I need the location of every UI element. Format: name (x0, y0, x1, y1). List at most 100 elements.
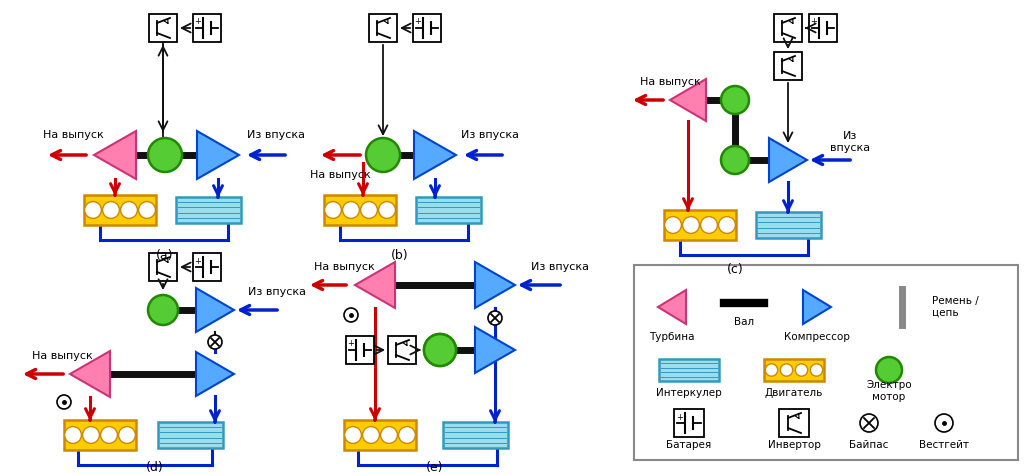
Text: Из впуска: Из впуска (461, 130, 519, 140)
Circle shape (360, 201, 378, 219)
Text: На выпуск: На выпуск (43, 130, 103, 140)
Text: Из впуска: Из впуска (248, 287, 306, 297)
Circle shape (721, 146, 749, 174)
Text: Вестгейт: Вестгейт (919, 440, 969, 450)
Circle shape (366, 138, 400, 172)
Text: Из впуска: Из впуска (531, 262, 589, 272)
Bar (809, 14, 837, 42)
Text: +: + (195, 256, 202, 266)
Text: Интеркулер: Интеркулер (656, 388, 722, 398)
Circle shape (665, 217, 681, 233)
Polygon shape (94, 131, 136, 179)
Circle shape (860, 414, 878, 432)
Bar (779, 409, 809, 437)
Circle shape (344, 308, 358, 322)
Text: Ремень /
цепь: Ремень / цепь (932, 296, 979, 318)
Text: Турбина: Турбина (649, 332, 694, 342)
Circle shape (765, 364, 777, 376)
Text: Байпас: Байпас (849, 440, 889, 450)
Text: На выпуск: На выпуск (313, 262, 375, 272)
Polygon shape (197, 131, 239, 179)
Circle shape (488, 311, 502, 325)
Text: Из впуска: Из впуска (247, 130, 305, 140)
Circle shape (719, 217, 735, 233)
Bar (659, 359, 719, 381)
Bar (150, 14, 177, 42)
Circle shape (119, 427, 135, 443)
Circle shape (345, 427, 361, 443)
Circle shape (57, 395, 71, 409)
Bar (756, 212, 820, 238)
Bar (63, 420, 136, 450)
Text: +: + (677, 412, 683, 421)
Bar (388, 336, 416, 364)
Bar (764, 359, 824, 381)
Circle shape (424, 334, 456, 366)
Circle shape (810, 364, 822, 376)
Circle shape (721, 86, 749, 114)
Text: +: + (347, 340, 354, 349)
Text: Электро
мотор: Электро мотор (866, 380, 911, 402)
Text: (d): (d) (146, 462, 164, 475)
Bar (344, 420, 416, 450)
Bar (150, 253, 177, 281)
Bar (774, 52, 802, 80)
Circle shape (121, 201, 137, 219)
Circle shape (85, 201, 101, 219)
Text: Двигатель: Двигатель (765, 388, 823, 398)
Circle shape (83, 427, 99, 443)
Polygon shape (355, 262, 395, 308)
Text: (a): (a) (157, 248, 174, 262)
Text: +: + (415, 18, 422, 27)
Polygon shape (769, 138, 807, 182)
Text: Из
впуска: Из впуска (829, 131, 870, 153)
Circle shape (325, 201, 341, 219)
Text: (c): (c) (727, 264, 743, 276)
Polygon shape (196, 288, 234, 332)
Text: Вал: Вал (734, 317, 754, 327)
Polygon shape (658, 290, 686, 324)
Bar (175, 197, 241, 223)
Text: Инвертор: Инвертор (768, 440, 820, 450)
Circle shape (65, 427, 81, 443)
Circle shape (379, 201, 395, 219)
Bar (193, 14, 221, 42)
Polygon shape (803, 290, 831, 324)
Bar (324, 195, 396, 225)
Bar (634, 265, 1018, 460)
Bar (193, 253, 221, 281)
Text: На выпуск: На выпуск (32, 351, 92, 361)
Circle shape (780, 364, 793, 376)
Circle shape (343, 201, 359, 219)
Text: +: + (811, 18, 817, 27)
Bar (774, 14, 802, 42)
Circle shape (362, 427, 380, 443)
Text: Компрессор: Компрессор (784, 332, 850, 342)
Text: (e): (e) (426, 462, 443, 475)
Polygon shape (670, 79, 706, 121)
Circle shape (683, 217, 699, 233)
Circle shape (381, 427, 397, 443)
Circle shape (398, 427, 416, 443)
Polygon shape (70, 351, 110, 397)
Circle shape (208, 335, 222, 349)
Bar (158, 422, 222, 448)
Circle shape (100, 427, 118, 443)
Bar (416, 197, 480, 223)
Text: (b): (b) (391, 248, 409, 262)
Bar (442, 422, 508, 448)
Circle shape (424, 334, 456, 366)
Circle shape (102, 201, 120, 219)
Bar (346, 336, 374, 364)
Text: +: + (195, 18, 202, 27)
Circle shape (148, 295, 178, 325)
Text: Батарея: Батарея (667, 440, 712, 450)
Polygon shape (475, 327, 515, 373)
Circle shape (138, 201, 156, 219)
Bar (84, 195, 156, 225)
Circle shape (935, 414, 953, 432)
Bar (413, 14, 441, 42)
Bar (664, 210, 736, 240)
Circle shape (796, 364, 808, 376)
Text: На выпуск: На выпуск (640, 77, 700, 87)
